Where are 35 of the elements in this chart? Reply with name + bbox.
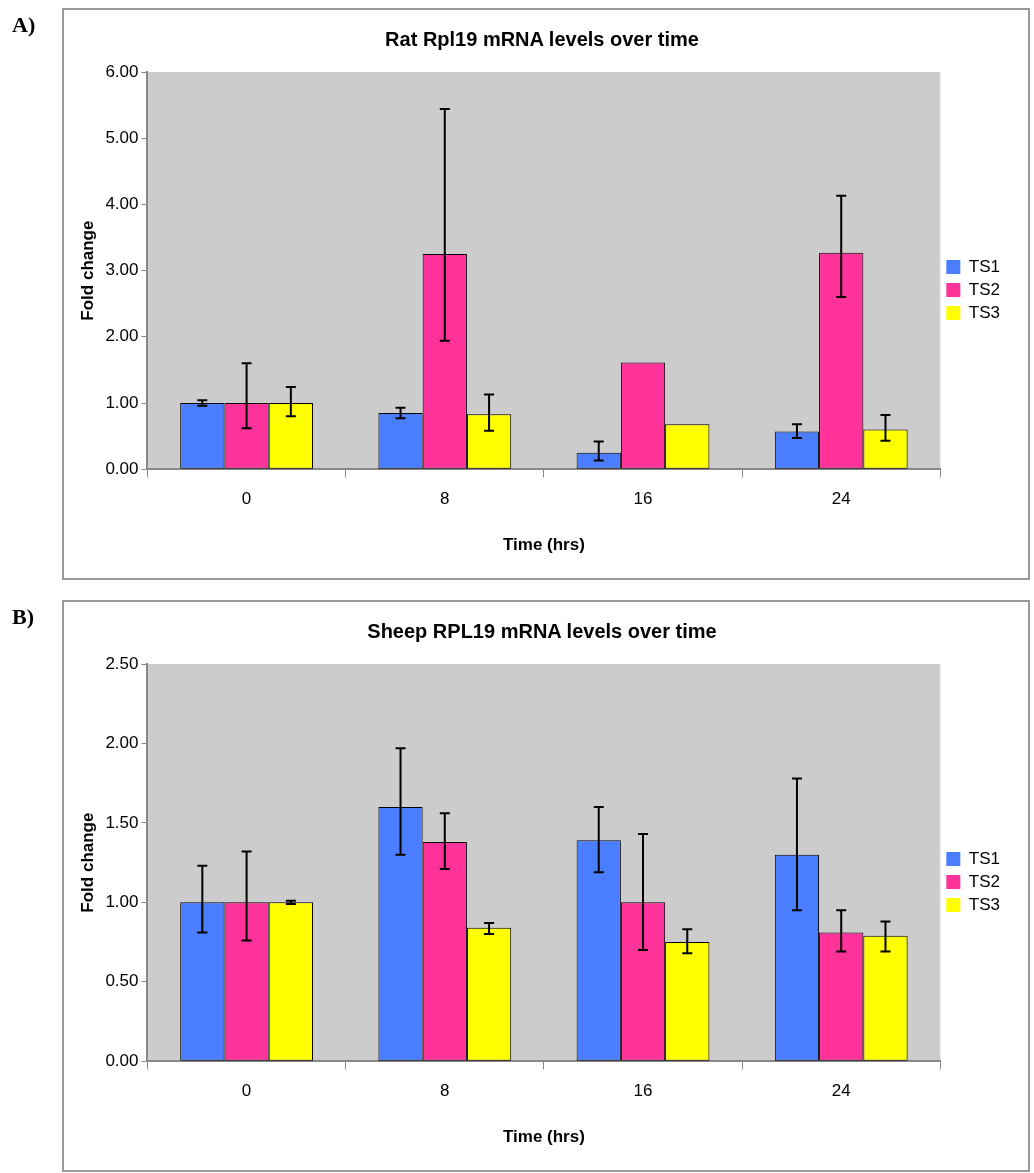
y-tick-label: 0.00	[105, 458, 139, 478]
x-tick-label: 0	[241, 489, 252, 509]
legend-label: TS2	[968, 871, 1001, 891]
y-tick-label: 5.00	[105, 127, 139, 147]
x-tick-label: 0	[241, 1081, 252, 1101]
text: B)	[12, 604, 34, 630]
y-axis-title: Fold change	[77, 220, 97, 321]
y-tick-label: 4.00	[105, 194, 139, 214]
y-tick-label: 2.50	[105, 653, 139, 673]
legend-label: TS1	[968, 848, 1001, 868]
y-tick-label: 6.00	[105, 61, 139, 81]
x-axis-title: Time (hrs)	[502, 535, 585, 555]
legend-label: TS3	[968, 894, 1001, 914]
y-tick-label: 3.00	[105, 260, 139, 280]
y-tick-label: 1.50	[105, 812, 139, 832]
y-tick-label: 1.00	[105, 392, 139, 412]
legend-label: TS2	[968, 279, 1001, 299]
y-tick-label: 0.50	[105, 971, 139, 991]
legend-label: TS3	[968, 302, 1001, 322]
text: A)	[12, 12, 36, 38]
y-tick-label: 0.00	[105, 1050, 139, 1070]
x-tick-label: 8	[440, 489, 450, 509]
legend-label: TS1	[968, 256, 1001, 276]
x-tick-label: 16	[633, 489, 653, 509]
y-tick-label: 2.00	[105, 326, 139, 346]
x-axis-title: Time (hrs)	[502, 1127, 585, 1147]
chart-title: Sheep RPL19 mRNA levels over time	[367, 619, 717, 642]
chart-title: Rat Rpl19 mRNA levels over time	[385, 27, 699, 50]
y-tick-label: 1.00	[105, 892, 139, 912]
x-tick-label: 24	[831, 1081, 851, 1101]
y-tick-label: 2.00	[105, 733, 139, 753]
y-axis-title: Fold change	[77, 812, 97, 913]
x-tick-label: 16	[633, 1081, 653, 1101]
x-tick-label: 24	[831, 489, 851, 509]
x-tick-label: 8	[440, 1081, 450, 1101]
